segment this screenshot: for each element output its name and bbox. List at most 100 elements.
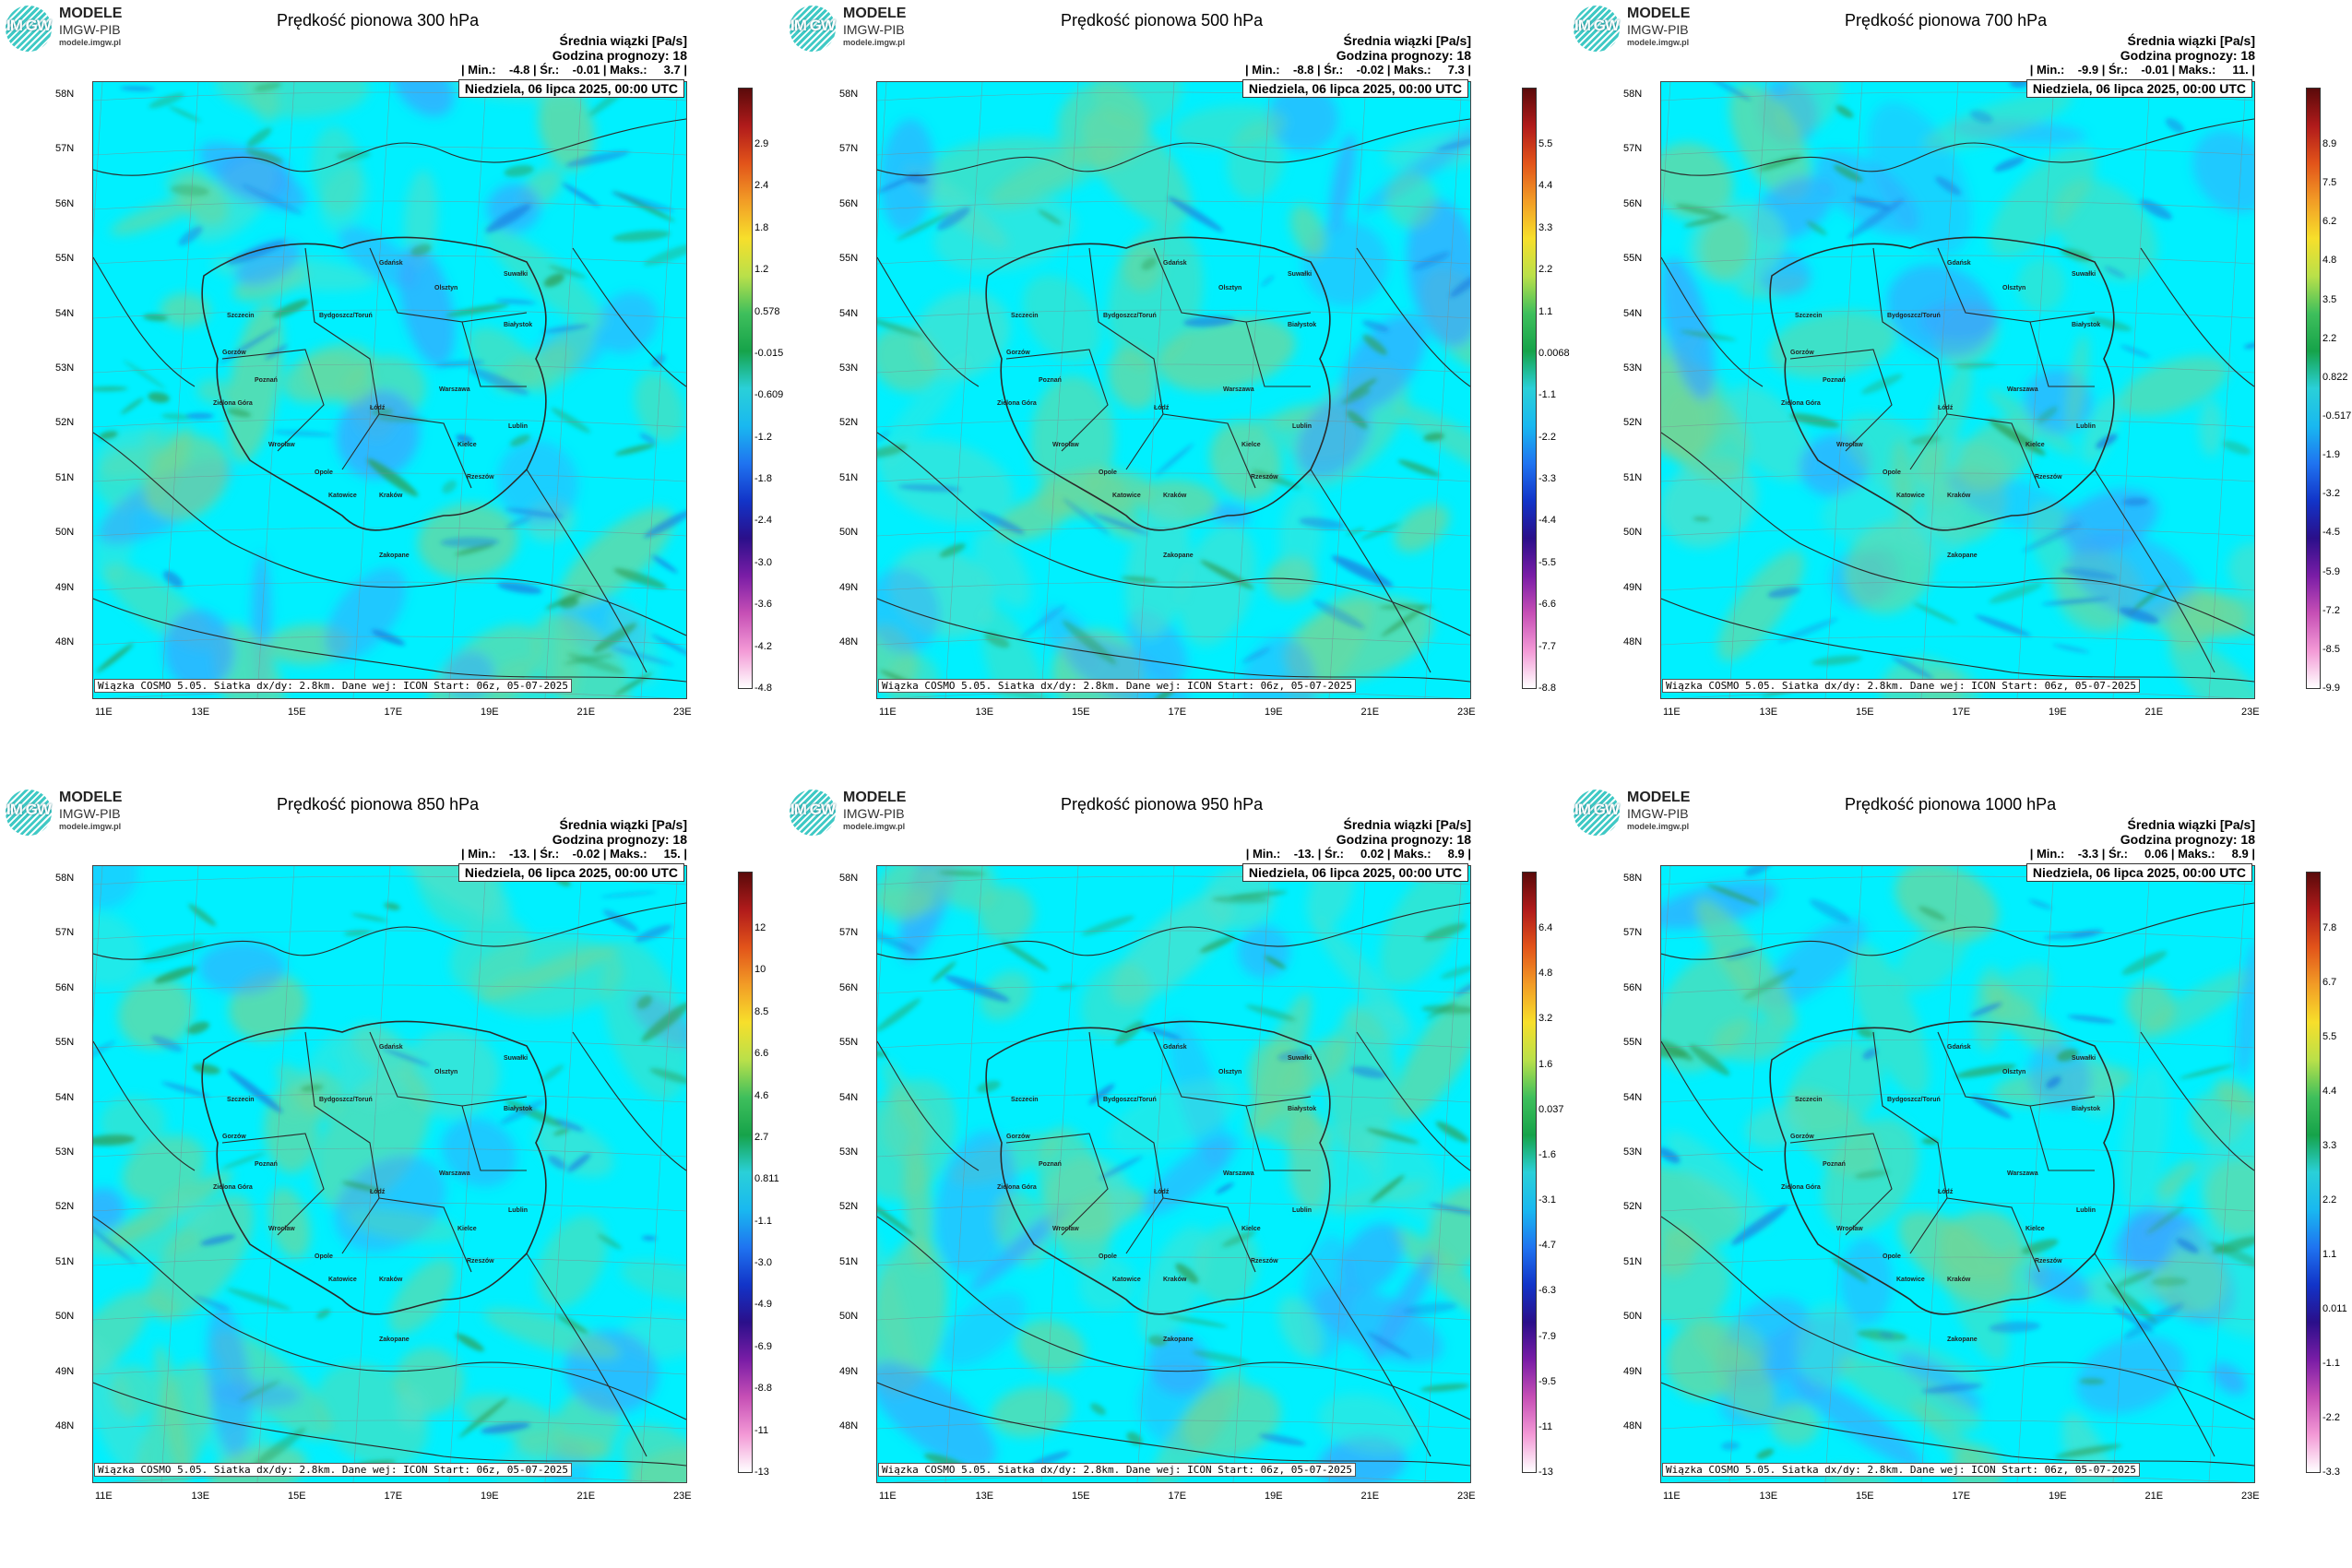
logo-mark: IM GW [790,17,836,34]
city-label: Gorzów [1790,1134,1814,1140]
colorbar-tick: -1.2 [754,431,772,443]
city-label: Zielona Góra [213,400,253,407]
lat-label: 49N [839,1365,859,1377]
lat-label: 50N [55,1311,75,1323]
colorbar-tick: -7.2 [2322,604,2340,616]
colorbar-tick: 2.7 [754,1131,769,1143]
city-label: Katowice [328,1277,357,1283]
lon-label: 21E [1360,1491,1380,1502]
lon-label: 15E [1856,707,1874,718]
logo-line2: IMGW-PIB [843,22,905,37]
city-label: Gorzów [1006,1134,1030,1140]
colorbar [2306,872,2321,1473]
city-label: Kielce [457,442,477,448]
lat-label: 49N [55,581,75,593]
colorbar-tick: -1.6 [1538,1148,1556,1160]
colorbar-tick: -4.9 [754,1299,772,1311]
city-label: Wrocław [1052,442,1079,448]
lat-label: 52N [55,417,75,429]
colorbar-tick: -11 [754,1424,769,1436]
imgw-logo: IM GW MODELE IMGW-PIB modele.imgw.pl [2,788,149,836]
model-credit: Wiązka COSMO 5.05. Siatka dx/dy: 2.8km. … [878,679,1356,693]
lon-label: 17E [384,1491,403,1502]
lat-label: 51N [839,1255,859,1267]
colorbar-tick: -2.2 [2322,1412,2340,1423]
lat-label: 56N [55,197,75,209]
lon-label: 19E [481,707,499,718]
lat-label: 53N [839,362,859,374]
forecast-hour: Godzina prognozy: 18 [552,832,687,847]
logo-mark: IM GW [1574,801,1620,818]
lon-label: 19E [481,1491,499,1502]
lon-label: 13E [975,1491,994,1502]
city-label: Białystok [1288,322,1317,328]
imgw-logo: IM GW MODELE IMGW-PIB modele.imgw.pl [786,788,933,836]
colorbar-tick: 1.6 [1538,1058,1553,1070]
lon-label: 11E [95,1491,113,1502]
lon-label: 17E [384,707,403,718]
city-label: Suwałki [504,271,529,278]
lat-label: 58N [839,89,859,100]
city-label: Opole [1883,469,1901,476]
city-label: Rzeszów [1251,1258,1278,1265]
colorbar-tick: 6.4 [1538,922,1553,933]
colorbar-tick: -6.3 [1538,1285,1556,1297]
colorbar-tick: 0.011 [2322,1303,2347,1314]
colorbar-tick: -9.5 [1538,1375,1556,1387]
city-label: Rzeszów [467,474,494,481]
logo-mark: IM GW [1574,17,1620,34]
city-label: Gdańsk [1163,1044,1187,1051]
city-label: Zakopane [1163,552,1194,559]
colorbar-tick: 2.4 [754,180,769,192]
colorbar-tick: 6.7 [2322,977,2337,988]
colorbar-tick: 5.5 [2322,1031,2337,1042]
city-label: Olsztyn [434,1069,458,1075]
lat-label: 50N [1623,1311,1643,1323]
city-label: Zielona Góra [1781,400,1821,407]
city-label: Bydgoszcz/Toruń [1103,1097,1157,1103]
forecast-panel-3: IM GW MODELE IMGW-PIB modele.imgw.pl Prę… [1568,0,2352,784]
city-label: Wrocław [1836,442,1863,448]
lon-label: 11E [879,1491,897,1502]
panel-subtitle: Średnia wiązki [Pa/s] [1343,817,1472,832]
city-label: Olsztyn [2002,285,2026,291]
panel-stats: | Min.: -3.3 | Śr.: 0.06 | Maks.: 8.9 | [2029,847,2255,861]
colorbar-tick: -1.1 [754,1215,772,1227]
city-label: Warszawa [1223,1170,1254,1177]
lat-label: 55N [1623,1037,1643,1049]
colorbar-tick: -3.3 [1538,473,1556,485]
city-label: Gdańsk [1947,1044,1971,1051]
lat-label: 58N [55,873,75,884]
colorbar-tick: -3.0 [754,1257,772,1269]
lat-label: 51N [839,471,859,483]
panel-subtitle: Średnia wiązki [Pa/s] [1343,33,1472,48]
imgw-logo-icon [1574,6,1620,52]
colorbar-tick: -4.2 [754,640,772,652]
model-credit: Wiązka COSMO 5.05. Siatka dx/dy: 2.8km. … [1662,679,2140,693]
imgw-logo: IM GW MODELE IMGW-PIB modele.imgw.pl [1570,788,1717,836]
colorbar-tick: -8.5 [2322,643,2340,655]
forecast-hour: Godzina prognozy: 18 [2120,48,2255,63]
city-label: Gdańsk [379,1044,403,1051]
city-label: Zielona Góra [213,1184,253,1191]
city-label: Kielce [2025,1226,2045,1232]
city-label: Katowice [328,493,357,499]
city-label: Szczecin [1795,313,1823,319]
city-label: Lublin [1292,423,1312,430]
lon-label: 15E [1072,707,1090,718]
lat-label: 48N [839,636,859,647]
model-credit: Wiązka COSMO 5.05. Siatka dx/dy: 2.8km. … [878,1463,1356,1477]
lon-label: 13E [191,707,210,718]
logo-line1: MODELE [59,790,123,805]
city-label: Kielce [1241,1226,1261,1232]
city-label: Suwałki [2072,1055,2097,1062]
logo-line1: MODELE [1627,6,1691,21]
city-label: Warszawa [439,386,470,393]
colorbar-tick: 5.5 [1538,138,1553,149]
lon-label: 23E [1457,707,1476,718]
lon-label: 13E [975,707,994,718]
colorbar [738,88,753,689]
lat-label: 48N [1623,636,1643,647]
colorbar-tick: 7.8 [2322,922,2337,933]
forecast-hour: Godzina prognozy: 18 [1336,832,1471,847]
